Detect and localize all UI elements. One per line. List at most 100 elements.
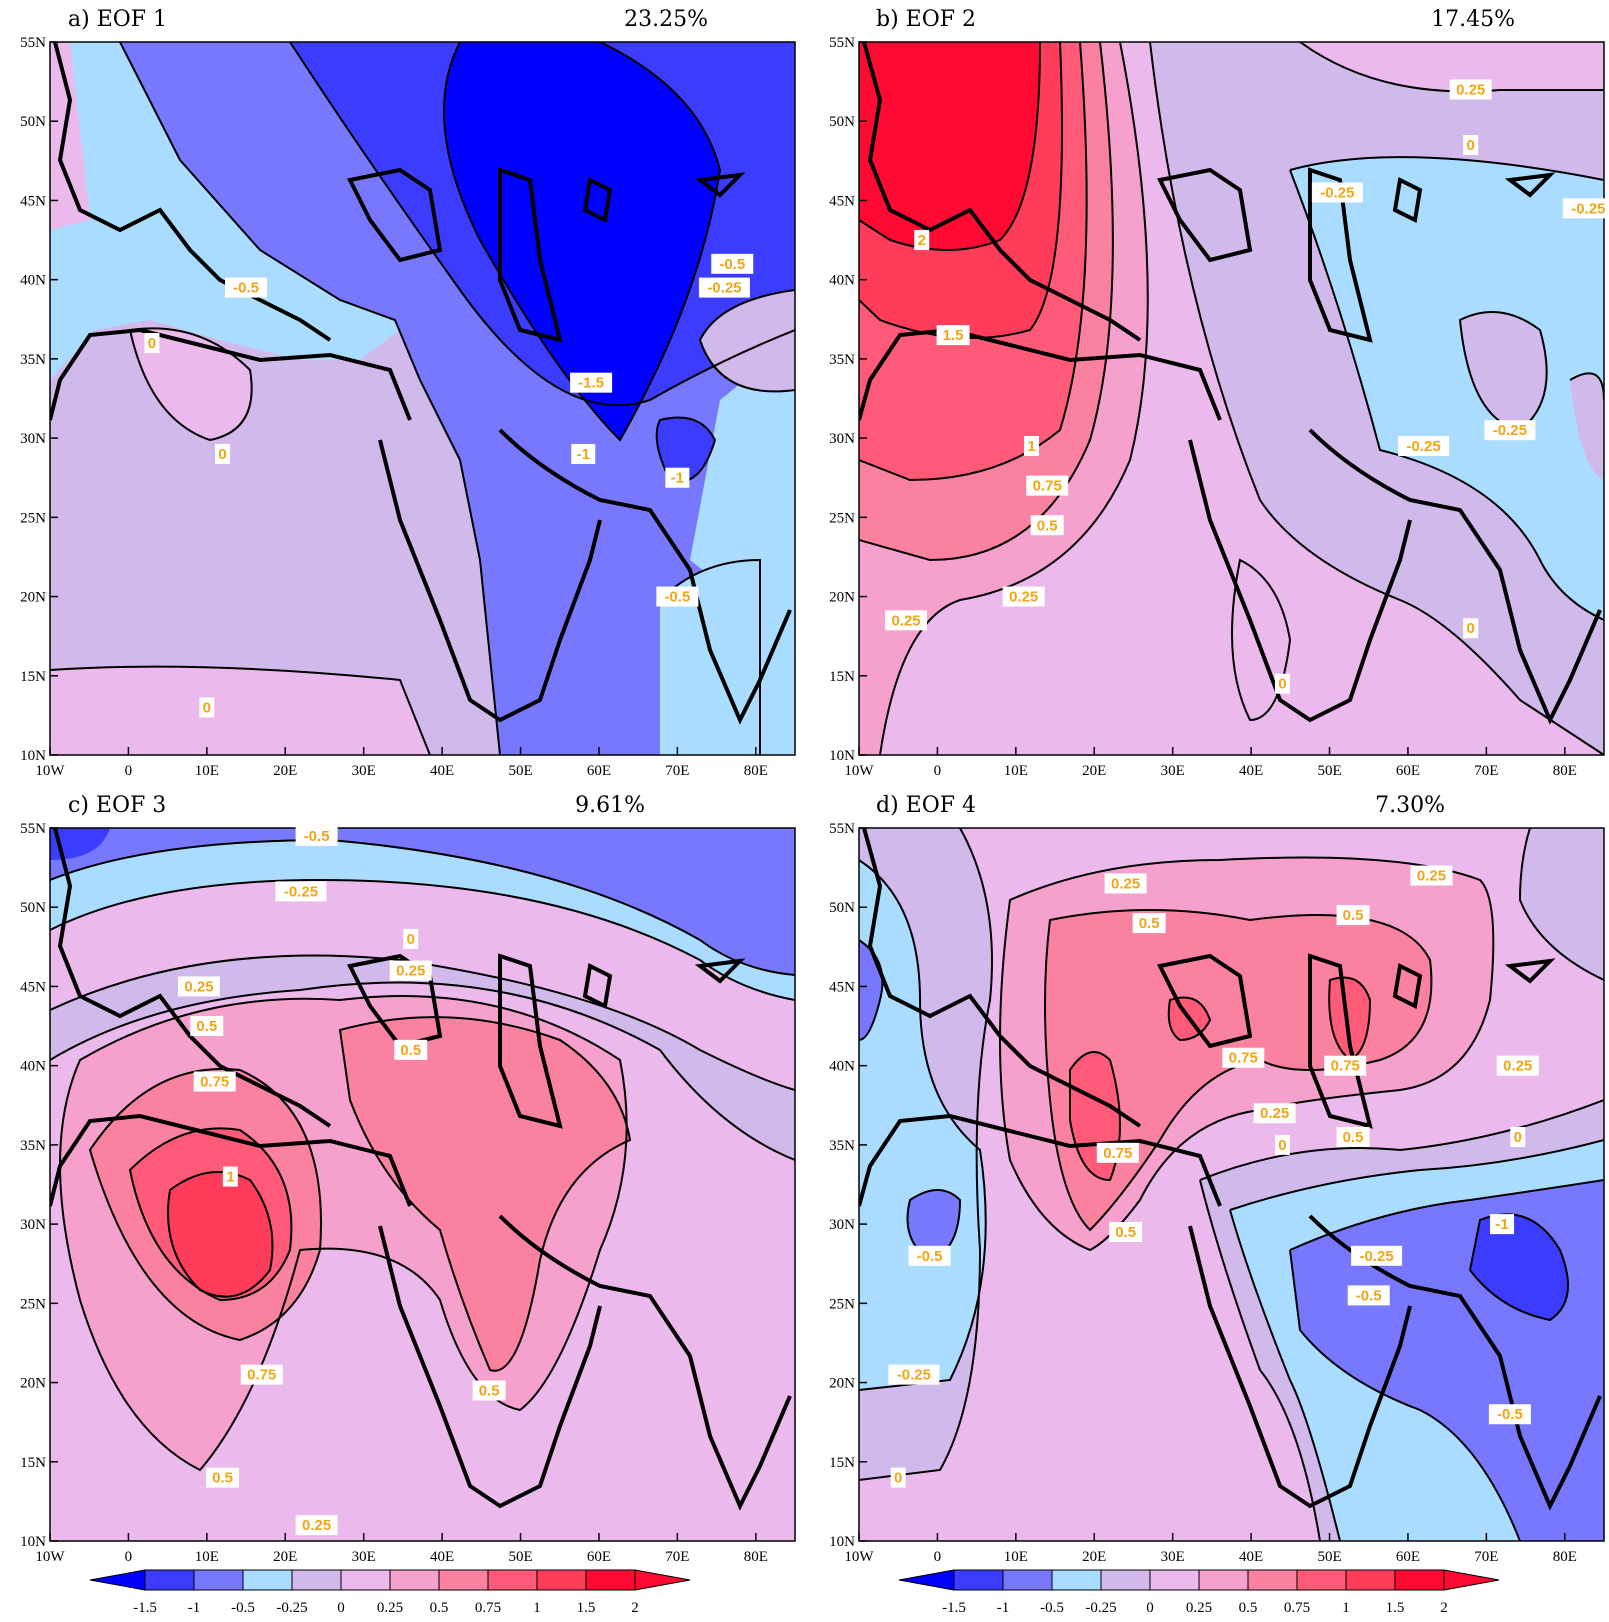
- x-tick-label: 40E: [1239, 1549, 1263, 1565]
- colorbar-box: [144, 1569, 195, 1591]
- colorbar-label: -0.5: [231, 1600, 255, 1616]
- colorbar-label: 2: [631, 1600, 639, 1616]
- colorbar-box: [242, 1569, 293, 1591]
- contour-label: 0.25: [1260, 1105, 1289, 1122]
- x-tick-label: 10W: [844, 763, 874, 779]
- contour-label-box: [403, 928, 419, 949]
- x-tick-label: 20E: [273, 763, 297, 779]
- contour-label: -0.25: [1359, 1248, 1393, 1265]
- contour-label: 0: [148, 335, 156, 352]
- contour-label: -1: [577, 446, 590, 463]
- contour-label-box: [1510, 1126, 1526, 1147]
- colorbar-label: 1.5: [577, 1600, 596, 1616]
- panel-c: c) EOF 3 9.61%: [20, 793, 796, 1565]
- colorbar-box: [1002, 1569, 1053, 1591]
- contour-label: 0.75: [1103, 1145, 1132, 1162]
- panel-d: d) EOF 4 7.30%: [829, 793, 1605, 1565]
- contour-label-box: [1410, 865, 1453, 886]
- contour-label: 0: [1514, 1129, 1522, 1146]
- contour-label-box: [908, 1245, 951, 1266]
- panel-b-contour-labels: 2 1.5 1 0.75 0.5 0.25 0.25 0.25 0 -0.25 -0.25 -0.25…: [885, 79, 1609, 694]
- contour-label-box: [698, 277, 750, 298]
- colorbar-arrow-high: [1443, 1569, 1500, 1591]
- y-tick-label: 15N: [20, 1455, 46, 1471]
- x-tick-label: 80E: [1553, 763, 1577, 779]
- contour-label-box: [665, 467, 690, 488]
- colorbar-label: 1: [533, 1600, 541, 1616]
- contour-label-box: [570, 372, 613, 393]
- y-tick-label: 25N: [20, 510, 46, 526]
- contour-label: 0.75: [1331, 1058, 1360, 1075]
- colorbar-label: 1.5: [1386, 1600, 1405, 1616]
- colorbar-box: [1149, 1569, 1200, 1591]
- contour-label-box: [144, 333, 160, 354]
- contour-label-box: [1463, 618, 1479, 639]
- contour-label-box: [1398, 436, 1450, 457]
- contour-label: 0.5: [1343, 907, 1364, 924]
- y-tick-label: 25N: [829, 510, 855, 526]
- x-tick-label: 0: [125, 1549, 133, 1565]
- contour-label-box: [193, 1071, 236, 1092]
- panel-c-contour-labels: -0.5 -0.25 0 0.25 0.25 0.5 0.5 0.75 1 0.75 0.5 0.5 0…: [178, 825, 506, 1536]
- contour-label-box: [914, 230, 930, 251]
- contour-label: -0.5: [917, 1248, 943, 1265]
- contour-label-box: [1488, 1404, 1531, 1425]
- contour-label: 0.5: [1115, 1224, 1136, 1241]
- colorbar-label: 0.75: [475, 1600, 501, 1616]
- contour-label-box: [1463, 134, 1479, 155]
- contour-label-box: [1274, 1134, 1290, 1155]
- panel-b-title: b) EOF 2: [876, 7, 976, 32]
- y-tick-label: 40N: [20, 1059, 46, 1075]
- colorbar-arrow-high: [634, 1569, 691, 1591]
- y-tick-label: 10N: [829, 748, 855, 764]
- contour-label-box: [206, 1467, 240, 1488]
- contour-label: -0.25: [284, 883, 318, 900]
- colorbar-box: [1100, 1569, 1151, 1591]
- contour-label: 0: [894, 1470, 902, 1487]
- contour-label: -0.5: [664, 589, 690, 606]
- y-tick-label: 25N: [829, 1296, 855, 1312]
- colorbar-box: [1394, 1569, 1445, 1591]
- x-tick-label: 80E: [1553, 1549, 1577, 1565]
- contour-label: -0.25: [1320, 185, 1354, 202]
- contour-label: -0.5: [304, 828, 330, 845]
- contour-label-box: [225, 277, 268, 298]
- y-tick-label: 10N: [20, 1534, 46, 1550]
- colorbar-box: [193, 1569, 244, 1591]
- contour-label-box: [656, 586, 699, 607]
- panel-b: b) EOF 2 17.45%: [829, 7, 1609, 779]
- panel-d-variance: 7.30%: [1375, 793, 1445, 818]
- y-tick-label: 30N: [829, 431, 855, 447]
- contour-label-box: [295, 825, 338, 846]
- x-tick-label: 50E: [508, 1549, 532, 1565]
- panel-d-contour-labels: 0.25 0.25 0.5 0.5 0.75 0.75 0.25 0.25 0 0.5 0 0.75 0…: [888, 865, 1539, 1488]
- contour-label: -0.25: [897, 1367, 931, 1384]
- y-tick-label: 35N: [829, 352, 855, 368]
- contour-label-box: [1490, 1214, 1515, 1235]
- y-tick-label: 30N: [829, 1217, 855, 1233]
- contour-label: 0.25: [1417, 868, 1446, 885]
- contour-label-box: [888, 1364, 940, 1385]
- contour-label: 0.5: [1139, 915, 1160, 932]
- contour-label-box: [571, 443, 596, 464]
- contour-label: 0: [1278, 676, 1286, 693]
- contour-label-box: [1096, 1142, 1139, 1163]
- contour-label-box: [240, 1364, 283, 1385]
- panel-c-axes: 10W 0 10E 20E 30E 40E 50E 60E 70E 80E 55N 50N 45N 40N…: [20, 821, 768, 1565]
- contour-label: 1.5: [943, 327, 964, 344]
- x-tick-label: 0: [934, 763, 942, 779]
- contour-label: 0.25: [1456, 82, 1485, 99]
- contour-label-box: [885, 610, 928, 631]
- contour-label-box: [178, 976, 220, 997]
- y-tick-label: 10N: [20, 748, 46, 764]
- contour-label: 0.75: [1033, 478, 1062, 495]
- x-tick-label: 40E: [1239, 763, 1263, 779]
- contour-label: 0.25: [891, 612, 920, 629]
- colorbar-left: -1.5 -1 -0.5 -0.25 0 0.25 0.5 0.75 1 1.5 2: [89, 1569, 691, 1616]
- contour-label: 1: [226, 1169, 234, 1186]
- y-tick-label: 20N: [829, 1376, 855, 1392]
- contour-label-box: [190, 1016, 224, 1037]
- x-tick-label: 70E: [1474, 763, 1498, 779]
- contour-label: 0.5: [196, 1018, 217, 1035]
- contour-label: 0: [1467, 620, 1475, 637]
